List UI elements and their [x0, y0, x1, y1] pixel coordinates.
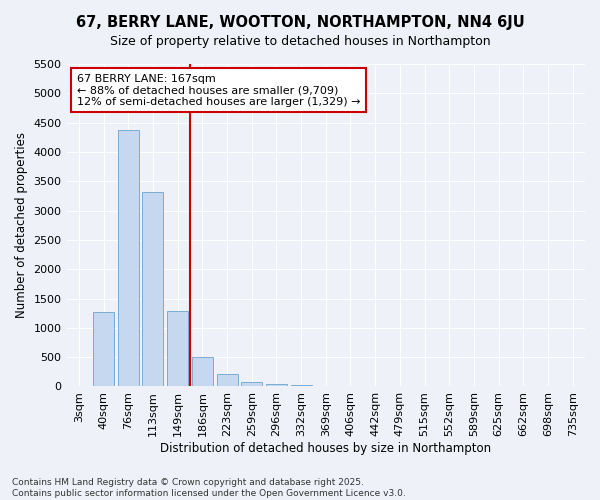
Y-axis label: Number of detached properties: Number of detached properties	[15, 132, 28, 318]
Bar	[192, 357, 213, 386]
Bar	[266, 384, 287, 386]
Text: Size of property relative to detached houses in Northampton: Size of property relative to detached ho…	[110, 35, 490, 48]
X-axis label: Distribution of detached houses by size in Northampton: Distribution of detached houses by size …	[160, 442, 491, 455]
Bar	[241, 382, 262, 386]
Bar	[142, 192, 163, 386]
Bar	[118, 130, 139, 386]
Bar	[93, 312, 114, 386]
Bar	[167, 311, 188, 386]
Text: Contains HM Land Registry data © Crown copyright and database right 2025.
Contai: Contains HM Land Registry data © Crown c…	[12, 478, 406, 498]
Bar	[217, 374, 238, 386]
Text: 67, BERRY LANE, WOOTTON, NORTHAMPTON, NN4 6JU: 67, BERRY LANE, WOOTTON, NORTHAMPTON, NN…	[76, 15, 524, 30]
Text: 67 BERRY LANE: 167sqm
← 88% of detached houses are smaller (9,709)
12% of semi-d: 67 BERRY LANE: 167sqm ← 88% of detached …	[77, 74, 361, 107]
